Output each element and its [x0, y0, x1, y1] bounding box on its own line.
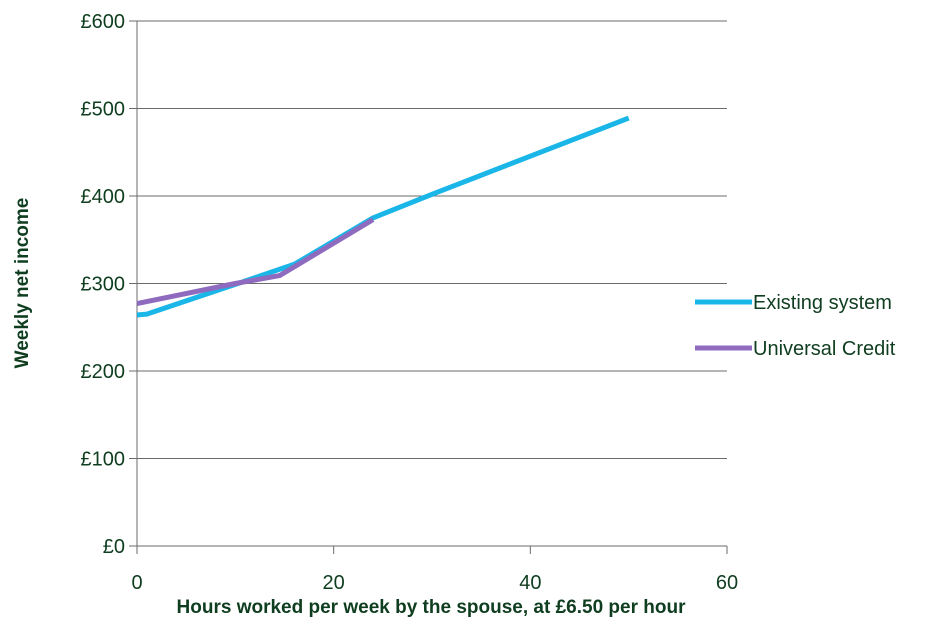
gridlines	[129, 20, 727, 547]
series-lines	[136, 115, 630, 318]
x-tick-label: 20	[323, 572, 345, 594]
y-tick-label: £300	[81, 274, 126, 296]
y-axis-title: Weekly net income	[12, 198, 33, 369]
y-tick-label: £500	[81, 99, 126, 121]
y-tick-label: £400	[81, 186, 126, 208]
y-tick-label: £600	[81, 11, 126, 33]
y-tick-label: £0	[103, 536, 125, 558]
tick-labels: £0 £100 £200 £300 £400 £500 £600 0 20 40 60	[81, 11, 739, 594]
x-tick-label: 60	[716, 572, 738, 594]
x-tick-label: 0	[131, 572, 142, 594]
series-line-existing-system	[136, 115, 630, 318]
axes	[136, 21, 728, 554]
x-tick-label: 40	[519, 572, 541, 594]
y-tick-label: £100	[81, 449, 126, 471]
legend-label: Universal Credit	[753, 338, 896, 360]
x-axis-title: Hours worked per week by the spouse, at …	[177, 597, 687, 618]
series-line-universal-credit	[136, 217, 375, 307]
legend-label: Existing system	[753, 292, 892, 314]
y-tick-label: £200	[81, 361, 126, 383]
legend: Existing system Universal Credit	[695, 292, 896, 360]
